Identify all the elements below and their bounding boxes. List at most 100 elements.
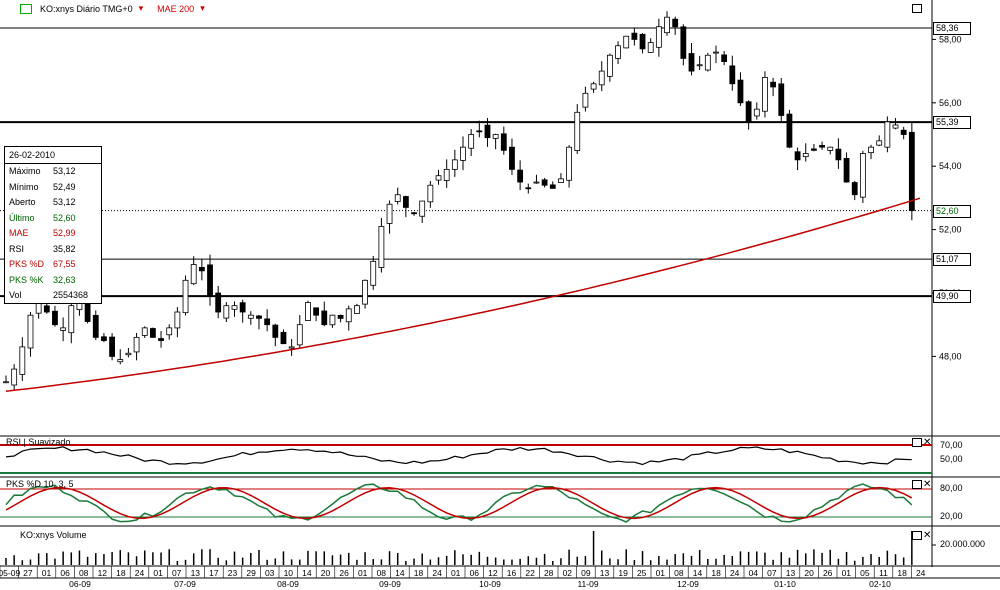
maximize-volume-panel-icon[interactable] xyxy=(912,531,922,540)
candle-body xyxy=(721,54,728,62)
info-row: MAE 52,99 xyxy=(5,226,101,242)
volume-panel-title[interactable]: KO:xnys Volume xyxy=(20,530,87,540)
chart-symbol-icon xyxy=(20,3,32,14)
stoch-tick-20: 20,00 xyxy=(940,511,963,521)
candle-body xyxy=(68,305,75,334)
candle-body xyxy=(460,146,466,161)
candle-body xyxy=(549,184,556,189)
rsi-tick-70: 70,00 xyxy=(940,440,963,450)
candle-body xyxy=(345,308,352,323)
candle-body xyxy=(623,35,630,49)
info-label: Vol xyxy=(9,290,22,301)
candle-body xyxy=(19,346,26,375)
candle-body xyxy=(672,18,679,28)
candle-body xyxy=(900,129,907,135)
candle-body xyxy=(411,212,417,215)
candle-body xyxy=(745,101,752,123)
day-label: 12 xyxy=(488,568,498,578)
candle-body xyxy=(215,292,222,313)
candle-body xyxy=(370,260,377,286)
day-label: 24 xyxy=(730,568,740,578)
indicator-dropdown-icon[interactable]: ▾ xyxy=(200,3,205,13)
candle-body xyxy=(680,26,687,59)
info-row: Mínimo 52,49 xyxy=(5,179,101,195)
candle-body xyxy=(419,200,426,217)
candle-body xyxy=(517,169,524,183)
candle-body xyxy=(296,324,303,346)
candle-body xyxy=(819,145,825,148)
candle-body xyxy=(435,175,442,181)
stoch-tick-80: 80,00 xyxy=(940,483,963,493)
info-label: Aberto xyxy=(9,197,36,208)
candle-body xyxy=(354,305,360,314)
candle-body xyxy=(590,83,597,90)
info-row: RSI 35,82 xyxy=(5,241,101,257)
day-label: 20 xyxy=(804,568,814,578)
candle-body xyxy=(264,318,271,326)
day-label: 13 xyxy=(786,568,796,578)
candle-body xyxy=(647,42,654,53)
y-tick-label: 52,00 xyxy=(939,225,962,235)
day-label: 14 xyxy=(693,568,703,578)
day-label: 01 xyxy=(451,568,461,578)
candle-body xyxy=(525,187,532,190)
info-value: 52,99 xyxy=(53,228,76,239)
info-value: 52,49 xyxy=(53,181,76,192)
candle-body xyxy=(713,51,719,54)
candle-body xyxy=(305,302,311,321)
candle-body xyxy=(35,302,42,314)
day-label: 14 xyxy=(302,568,312,578)
day-label: 12 xyxy=(98,568,108,578)
info-label: PKS %D xyxy=(9,259,45,270)
candle-body xyxy=(362,279,368,305)
rsi-panel-title[interactable]: RSI | Suavizado xyxy=(6,437,71,447)
candle-body xyxy=(541,179,548,186)
day-label: 18 xyxy=(711,568,721,578)
symbol-dropdown-icon[interactable]: ▾ xyxy=(138,3,144,13)
maximize-stoch-panel-icon[interactable] xyxy=(912,480,922,489)
candle-body xyxy=(843,158,850,183)
close-rsi-panel-icon[interactable]: ✕ xyxy=(923,437,932,448)
close-volume-panel-icon[interactable]: ✕ xyxy=(923,530,932,541)
pks-d-line xyxy=(5,486,913,520)
candle-body xyxy=(141,327,148,336)
close-stoch-panel-icon[interactable]: ✕ xyxy=(923,479,932,490)
month-label: 07-09 xyxy=(174,579,196,589)
day-label: 08 xyxy=(79,568,89,578)
day-label: 08 xyxy=(377,568,387,578)
info-row: Vol 2554368 xyxy=(5,288,101,304)
candle-body xyxy=(794,151,801,161)
candle-body xyxy=(509,146,515,170)
y-tick-label: 54,00 xyxy=(939,161,962,171)
day-label: 01 xyxy=(656,568,666,578)
info-value: 2554368 xyxy=(53,290,89,301)
candle-body xyxy=(133,336,140,353)
day-label: 24 xyxy=(135,568,145,578)
candle-body xyxy=(892,124,899,129)
indicator-label[interactable]: MAE 200 xyxy=(157,3,195,14)
symbol-label[interactable]: KO:xnys Diário TMG+0 xyxy=(40,3,133,14)
month-label: 10-09 xyxy=(479,579,501,589)
maximize-price-panel-icon[interactable] xyxy=(912,4,922,13)
stoch-panel-title[interactable]: PKS %D 10, 3, 5 xyxy=(6,479,74,489)
day-label: 05 xyxy=(860,568,870,578)
day-label: 06 xyxy=(470,568,480,578)
candle-body xyxy=(908,131,915,211)
day-label: 24 xyxy=(432,568,442,578)
candle-body xyxy=(3,381,9,384)
info-label: Mínimo xyxy=(9,181,39,192)
candle-body xyxy=(729,65,736,85)
info-label: MAE xyxy=(9,228,29,239)
candle-body xyxy=(394,194,401,202)
day-label: 10 xyxy=(284,568,294,578)
candle-body xyxy=(500,133,507,151)
day-label: 09 xyxy=(581,568,591,578)
info-row: Aberto 53,12 xyxy=(5,195,101,211)
mae-200-line xyxy=(5,197,921,393)
volume-tick: 20.000.000 xyxy=(940,539,986,549)
month-label: 02-10 xyxy=(869,579,891,589)
candle-body xyxy=(451,159,458,170)
maximize-rsi-panel-icon[interactable] xyxy=(912,438,922,447)
day-label: 14 xyxy=(395,568,405,578)
day-label: 18 xyxy=(897,568,907,578)
